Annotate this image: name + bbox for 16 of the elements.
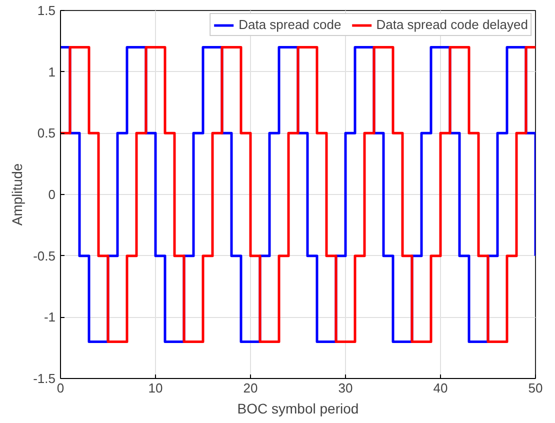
legend-label: Data spread code delayed — [376, 17, 528, 32]
y-tick-label: -1.5 — [33, 371, 56, 386]
y-axis-title: Amplitude — [9, 163, 26, 226]
y-tick-label: -0.5 — [33, 248, 56, 264]
legend-label: Data spread code — [238, 17, 342, 32]
y-tick-label: 0.5 — [37, 126, 56, 141]
x-axis-title: BOC symbol period — [237, 400, 359, 416]
x-tick-label: 40 — [433, 380, 448, 396]
x-tick-label: 10 — [148, 380, 163, 396]
x-tick-label: 30 — [338, 380, 353, 396]
y-tick-label: 1 — [48, 64, 56, 80]
y-tick-label: 0 — [48, 187, 56, 202]
x-tick-label: 50 — [528, 380, 543, 396]
x-tick-label: 20 — [243, 380, 258, 396]
y-tick-label: 1.5 — [37, 3, 56, 18]
y-tick-label: -1 — [44, 310, 56, 325]
